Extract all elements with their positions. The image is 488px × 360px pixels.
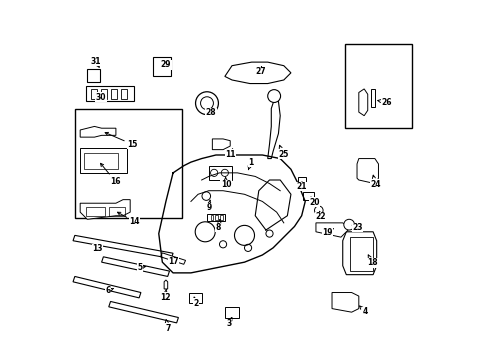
Bar xyxy=(101,89,107,99)
Text: 8: 8 xyxy=(215,220,221,232)
Text: 9: 9 xyxy=(206,200,211,212)
Circle shape xyxy=(195,92,218,114)
Text: 29: 29 xyxy=(161,60,171,69)
Text: 14: 14 xyxy=(117,212,140,226)
Bar xyxy=(85,207,105,216)
Bar xyxy=(111,89,117,99)
Text: 21: 21 xyxy=(296,181,306,191)
Text: 16: 16 xyxy=(101,163,120,185)
Polygon shape xyxy=(80,126,116,137)
Polygon shape xyxy=(370,89,374,107)
Polygon shape xyxy=(108,301,178,323)
Polygon shape xyxy=(212,139,230,150)
Polygon shape xyxy=(164,280,167,289)
Text: 11: 11 xyxy=(224,149,235,159)
Bar xyxy=(108,207,124,216)
Text: 25: 25 xyxy=(277,145,288,159)
Polygon shape xyxy=(331,293,358,312)
Polygon shape xyxy=(342,232,376,275)
Polygon shape xyxy=(356,158,378,184)
Bar xyxy=(84,153,118,169)
Circle shape xyxy=(314,206,323,215)
Polygon shape xyxy=(358,89,367,116)
Bar xyxy=(298,177,305,185)
Polygon shape xyxy=(73,235,173,258)
Bar xyxy=(87,69,100,82)
Circle shape xyxy=(267,90,280,103)
Text: 17: 17 xyxy=(168,257,179,266)
Text: 24: 24 xyxy=(369,175,380,189)
Text: 6: 6 xyxy=(105,286,113,295)
Text: 28: 28 xyxy=(205,108,216,117)
Bar xyxy=(153,57,171,76)
Polygon shape xyxy=(160,253,185,264)
Text: 10: 10 xyxy=(220,177,231,189)
Text: 2: 2 xyxy=(193,297,199,308)
Text: 26: 26 xyxy=(377,98,391,107)
Text: 3: 3 xyxy=(225,318,231,328)
Bar xyxy=(85,86,134,102)
Bar xyxy=(91,89,97,99)
Polygon shape xyxy=(73,276,141,298)
Circle shape xyxy=(343,219,354,230)
Text: 30: 30 xyxy=(96,93,106,102)
Polygon shape xyxy=(189,293,201,303)
Polygon shape xyxy=(206,214,224,221)
Text: 1: 1 xyxy=(247,158,253,170)
Text: 7: 7 xyxy=(165,320,170,333)
Text: 13: 13 xyxy=(92,244,102,253)
Text: 20: 20 xyxy=(308,197,319,207)
Text: 15: 15 xyxy=(105,132,137,149)
Bar xyxy=(210,215,213,220)
Text: 12: 12 xyxy=(160,289,170,302)
Text: 19: 19 xyxy=(322,228,332,237)
Text: 22: 22 xyxy=(314,211,325,221)
Text: 18: 18 xyxy=(366,255,377,267)
Polygon shape xyxy=(267,98,280,158)
Polygon shape xyxy=(224,307,239,318)
Bar xyxy=(75,109,182,217)
Text: 31: 31 xyxy=(90,57,101,67)
Bar xyxy=(220,215,222,220)
Text: 27: 27 xyxy=(255,67,265,76)
Bar xyxy=(344,44,411,128)
Text: 5: 5 xyxy=(137,263,145,272)
Text: 23: 23 xyxy=(351,223,362,232)
Bar xyxy=(303,192,313,200)
Bar xyxy=(208,166,231,180)
Bar xyxy=(349,237,372,271)
Polygon shape xyxy=(102,257,169,276)
Circle shape xyxy=(202,192,210,201)
Bar xyxy=(80,148,126,173)
Bar xyxy=(121,89,127,99)
Polygon shape xyxy=(80,200,130,219)
Polygon shape xyxy=(224,62,290,84)
Text: 4: 4 xyxy=(359,306,367,316)
Polygon shape xyxy=(315,223,349,237)
Bar xyxy=(215,215,218,220)
